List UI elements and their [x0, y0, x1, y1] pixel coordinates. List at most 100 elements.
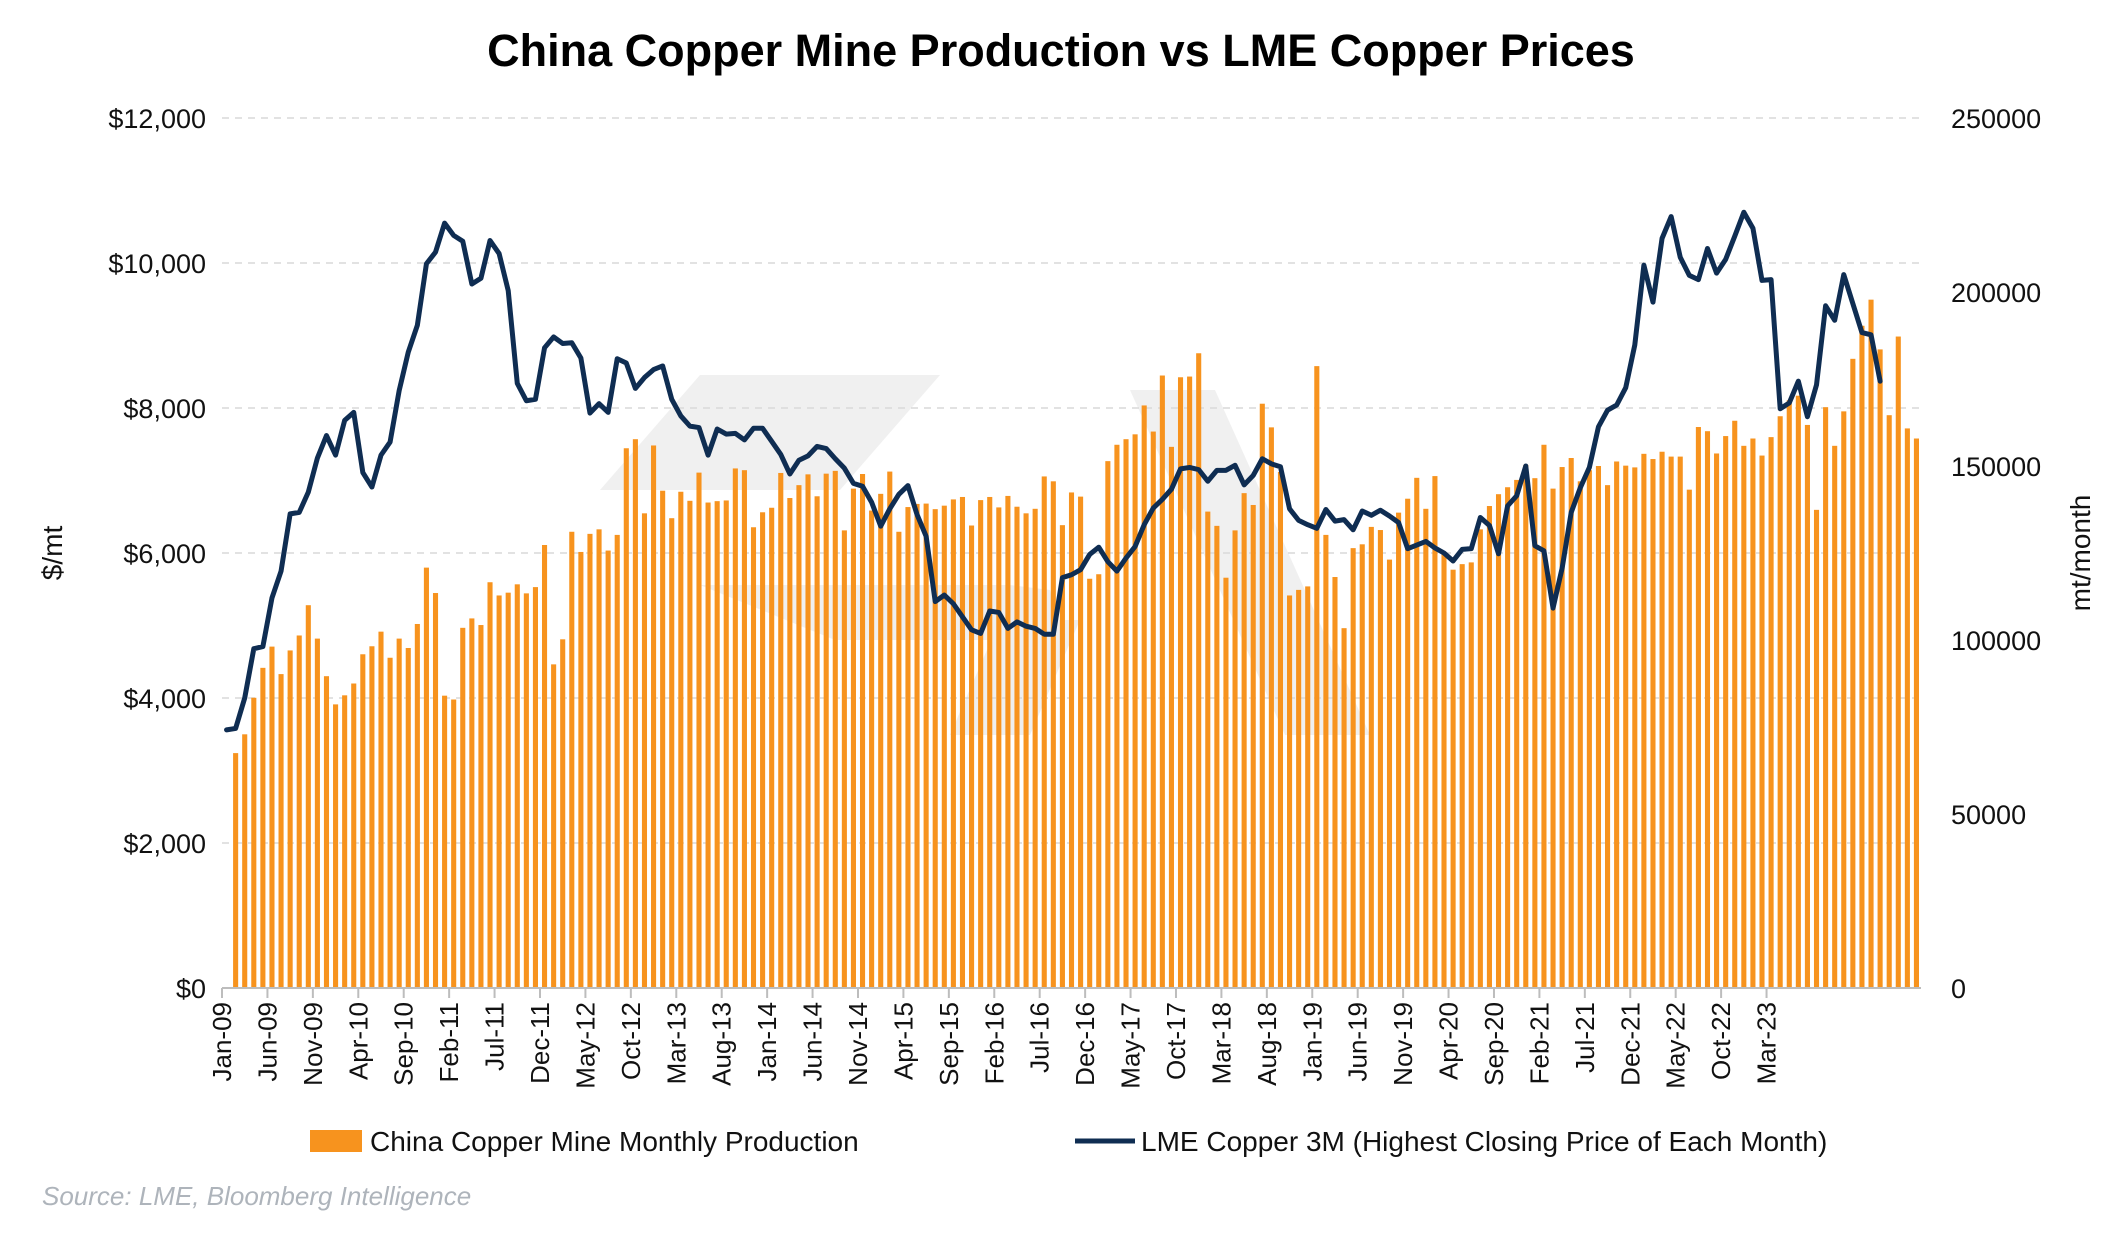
production-bar: [278, 674, 284, 988]
production-bar: [532, 587, 538, 988]
production-bar: [869, 510, 875, 988]
production-bar: [351, 683, 357, 988]
price-line: [224, 209, 1883, 733]
x-tick-label: Dec-21: [1615, 1002, 1645, 1086]
production-bar: [669, 518, 675, 988]
x-tick-label: Nov-19: [1388, 1002, 1418, 1086]
production-bar: [460, 627, 466, 988]
production-bar: [678, 491, 684, 988]
x-tick-label: Feb-16: [979, 1002, 1009, 1084]
production-bar: [551, 664, 557, 988]
production-bar: [1105, 461, 1111, 988]
production-bar: [1314, 366, 1320, 988]
production-bar: [723, 500, 729, 988]
production-bar: [905, 507, 911, 988]
production-bar: [369, 646, 375, 988]
production-bar: [1868, 299, 1874, 988]
production-bar: [1786, 400, 1792, 989]
production-bar: [914, 503, 920, 988]
production-bar: [1441, 554, 1447, 988]
production-bar: [1695, 427, 1701, 988]
production-bar: [1405, 498, 1411, 988]
x-tick-label: Sep-20: [1479, 1002, 1509, 1086]
y-left-tick-label: $8,000: [123, 394, 206, 424]
production-bar: [1368, 526, 1374, 988]
production-bar: [1686, 489, 1692, 988]
production-bar: [469, 618, 475, 988]
production-bar: [1078, 496, 1084, 988]
y-left-tick-label: $12,000: [108, 104, 206, 134]
production-bar: [923, 503, 929, 988]
production-bar: [396, 638, 402, 988]
production-bar: [696, 472, 702, 988]
production-bar: [732, 468, 738, 988]
production-bar: [796, 485, 802, 988]
production-bar: [641, 513, 648, 988]
production-bar: [1341, 628, 1347, 988]
production-bar: [714, 501, 720, 988]
production-bar: [787, 498, 793, 988]
x-tick-label: Aug-18: [1252, 1002, 1282, 1086]
x-tick-label: Nov-09: [298, 1002, 328, 1086]
production-bar: [569, 531, 575, 988]
production-bar: [451, 699, 457, 988]
production-bar: [878, 493, 884, 988]
production-bar: [1068, 492, 1075, 988]
production-bar: [1759, 455, 1765, 988]
production-bar: [778, 472, 784, 989]
production-bar: [1704, 431, 1711, 988]
production-bar: [1659, 451, 1665, 989]
production-bar: [323, 676, 330, 988]
production-bar: [1296, 589, 1302, 988]
y-left-tick-label: $10,000: [108, 249, 206, 279]
production-bar: [687, 500, 693, 988]
production-bar: [1795, 395, 1801, 988]
production-bar: [941, 505, 947, 988]
production-bar: [1723, 436, 1729, 988]
y-left-tick-label: $6,000: [123, 539, 206, 569]
production-bar: [1550, 488, 1556, 988]
x-tick-label: Feb-11: [434, 1002, 464, 1082]
production-bar: [823, 473, 829, 988]
production-bar: [1559, 467, 1565, 988]
production-bar: [1886, 415, 1892, 988]
production-bar: [514, 584, 520, 988]
production-bar: [1114, 444, 1120, 988]
production-bar: [1750, 438, 1756, 988]
production-bar: [1187, 376, 1193, 988]
legend: China Copper Mine Monthly Production LME…: [310, 1126, 1827, 1157]
production-bar: [1023, 513, 1029, 988]
y-right-tick-label: 100000: [1951, 626, 2041, 656]
production-bar: [1714, 453, 1720, 989]
x-tick-label: Jul-21: [1570, 1002, 1600, 1073]
production-bar: [1396, 512, 1402, 988]
production-bar: [1804, 424, 1810, 988]
chart-title: China Copper Mine Production vs LME Copp…: [487, 25, 1635, 76]
production-bar: [1632, 467, 1638, 988]
production-bar: [769, 507, 775, 988]
production-bar: [1332, 577, 1338, 988]
production-bar: [1196, 353, 1202, 988]
production-bar: [560, 639, 566, 988]
production-bar: [1014, 506, 1020, 988]
production-bar: [1350, 548, 1356, 988]
x-tick-label: Oct-12: [616, 1002, 646, 1080]
x-tick-label: Mar-13: [661, 1002, 691, 1084]
x-tick-label: Apr-15: [888, 1002, 918, 1080]
production-bar: [1132, 434, 1138, 989]
y-right-tick-label: 150000: [1951, 452, 2041, 482]
production-bar: [896, 531, 902, 988]
production-bar: [1832, 445, 1838, 988]
production-bar: [959, 496, 966, 988]
production-bar: [1359, 544, 1365, 988]
production-bar: [760, 512, 766, 988]
production-bar: [1514, 479, 1520, 988]
production-bar: [832, 470, 838, 988]
production-bar: [932, 509, 938, 988]
production-bar: [741, 470, 747, 988]
production-bar: [260, 667, 266, 988]
production-bar: [623, 448, 629, 988]
production-bar: [314, 638, 320, 988]
legend-label-production: China Copper Mine Monthly Production: [370, 1126, 859, 1157]
